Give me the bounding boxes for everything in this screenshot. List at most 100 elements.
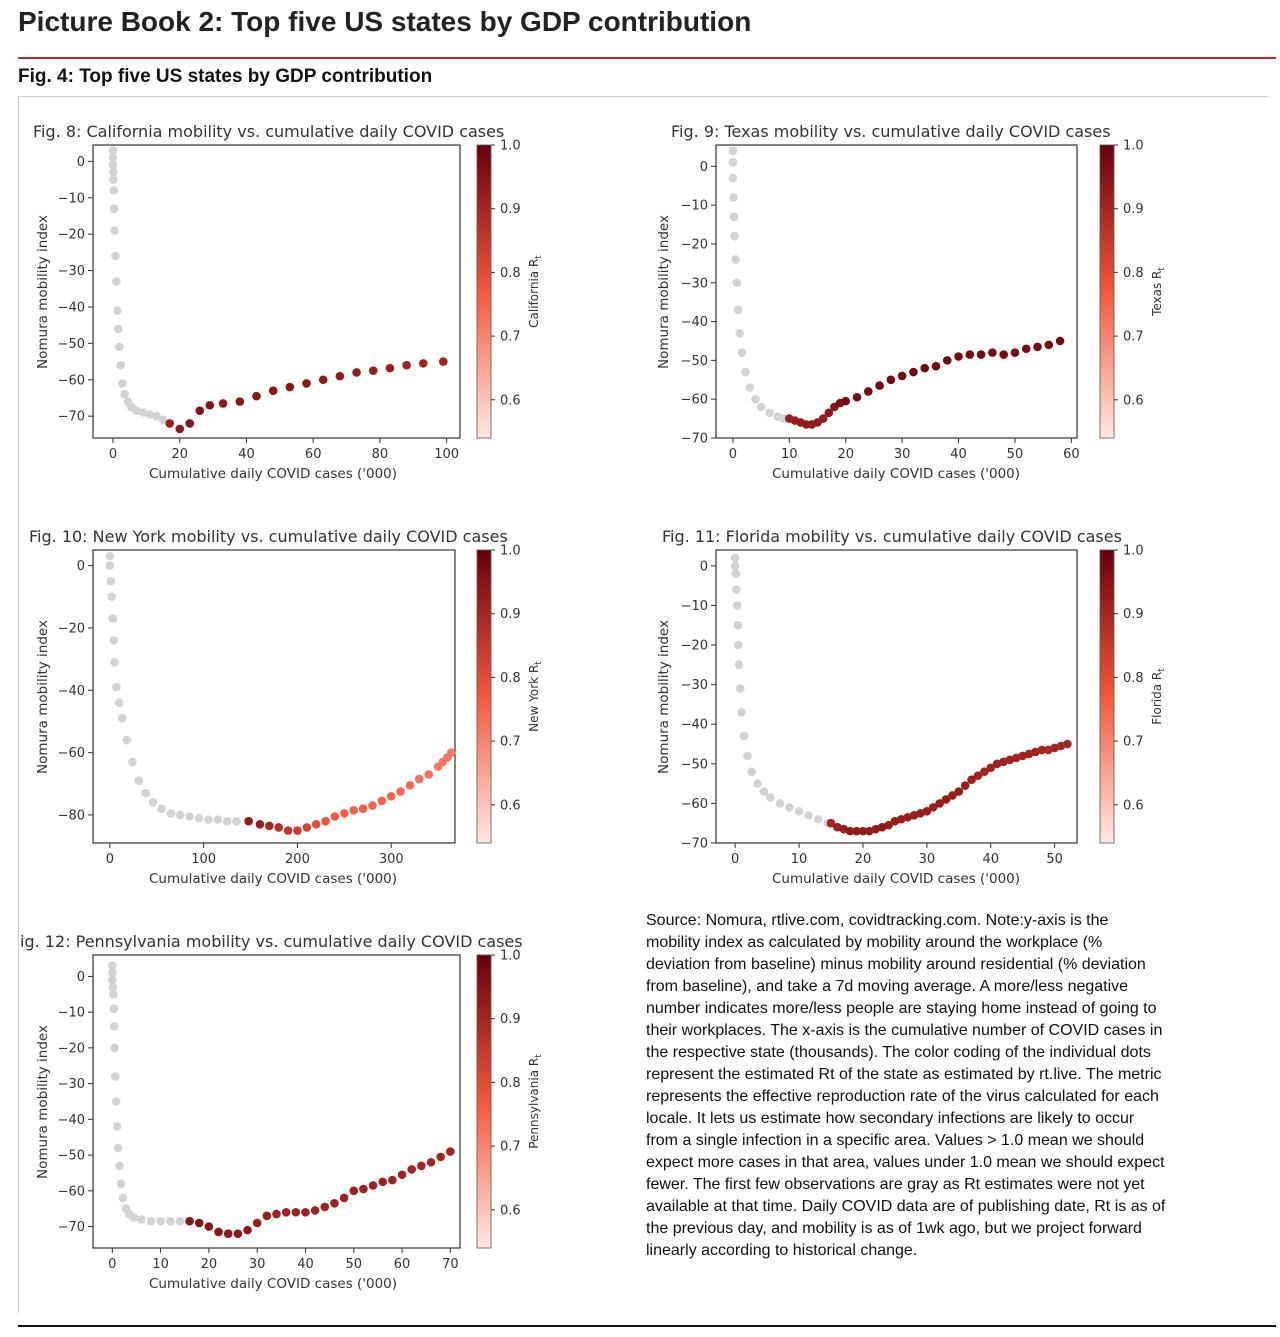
x-tick-label: 0 — [109, 447, 117, 462]
colorbar-tick-label: 0.7 — [500, 735, 521, 750]
data-point — [852, 826, 861, 836]
data-point-gray — [734, 640, 743, 650]
x-tick-label: 20 — [855, 852, 872, 867]
data-point — [845, 826, 855, 836]
chart-title: Fig. 9: Texas mobility vs. cumulative da… — [671, 122, 1111, 141]
data-point-gray — [194, 813, 204, 823]
data-point — [439, 357, 448, 366]
data-point — [405, 781, 415, 790]
data-point — [272, 1209, 281, 1219]
data-point-gray — [734, 660, 744, 670]
data-point-gray — [115, 342, 124, 352]
colorbar-label: Pennsylvania Rt — [527, 1054, 544, 1149]
colorbar-tick-label: 0.9 — [500, 607, 521, 622]
data-point — [293, 826, 302, 835]
data-point-gray — [735, 328, 744, 338]
data-point — [165, 419, 175, 428]
y-tick-label: 0 — [77, 155, 85, 170]
x-tick-label: 80 — [372, 447, 389, 462]
x-tick-label: 0 — [731, 852, 739, 867]
data-point-gray — [732, 278, 742, 288]
colorbar-tick-label: 0.8 — [500, 1076, 521, 1091]
chart-panel-2: Fig. 9: Texas mobility vs. cumulative da… — [656, 122, 1167, 482]
colorbar-label: Florida Rt — [1150, 668, 1167, 725]
y-tick-label: −10 — [58, 1006, 85, 1021]
y-tick-label: −60 — [58, 1184, 85, 1199]
data-point-gray — [813, 814, 823, 824]
chart-title: Fig. 8: California mobility vs. cumulati… — [33, 122, 504, 141]
data-point-gray — [728, 146, 738, 156]
plot-frame — [715, 144, 1078, 439]
data-point — [863, 387, 873, 396]
x-tick-label: 70 — [442, 1257, 459, 1272]
y-tick-label: −20 — [58, 621, 85, 636]
data-point — [301, 1207, 310, 1217]
data-point — [941, 795, 951, 804]
data-point-gray — [751, 394, 760, 404]
title-divider — [18, 57, 1276, 59]
data-point — [999, 350, 1008, 359]
data-point — [268, 386, 278, 395]
data-point — [407, 1165, 417, 1174]
data-point — [852, 392, 862, 402]
x-tick-label: 40 — [982, 852, 999, 867]
source-note: Source: Nomura, rtlive.com, covidtrackin… — [646, 910, 1166, 1262]
x-tick-label: 0 — [729, 447, 737, 462]
data-point — [1033, 342, 1042, 352]
data-point-gray — [111, 251, 120, 261]
data-point — [976, 350, 986, 359]
data-point-gray — [108, 160, 118, 170]
data-point — [378, 1177, 388, 1187]
data-point-gray — [775, 799, 785, 808]
data-point-gray — [213, 815, 223, 824]
colorbar — [476, 144, 492, 439]
data-point-gray — [157, 804, 166, 814]
data-point-gray — [112, 1122, 122, 1131]
data-point — [920, 363, 930, 373]
y-tick-label: 0 — [700, 559, 708, 574]
y-axis-label: Nomura mobility index — [35, 1025, 51, 1179]
y-tick-label: −10 — [681, 599, 708, 614]
x-axis-label: Cumulative daily COVID cases ('000) — [149, 1276, 397, 1292]
y-tick-label: −70 — [681, 837, 708, 852]
data-point — [244, 816, 253, 826]
data-point-gray — [146, 1216, 156, 1226]
data-point-gray — [733, 305, 743, 315]
data-point — [318, 375, 328, 385]
bottom-divider — [18, 1325, 1276, 1327]
data-point — [922, 807, 932, 816]
data-point-gray — [175, 810, 185, 820]
colorbar-tick-label: 0.8 — [1123, 266, 1144, 281]
chart-title: ig. 12: Pennsylvania mobility vs. cumula… — [20, 932, 523, 951]
data-point — [986, 763, 996, 773]
data-point — [281, 1207, 291, 1217]
data-point-gray — [728, 158, 738, 167]
data-point — [931, 361, 941, 371]
chart-panel-1: Fig. 8: California mobility vs. cumulati… — [33, 122, 544, 482]
data-point-gray — [113, 1143, 123, 1153]
data-point — [386, 791, 396, 801]
x-tick-label: 100 — [191, 852, 216, 867]
y-tick-label: −20 — [681, 237, 708, 252]
figure-divider — [18, 96, 1268, 97]
data-point — [419, 359, 428, 368]
data-point-gray — [108, 982, 118, 992]
data-point — [214, 1227, 223, 1237]
data-point-gray — [116, 360, 125, 370]
data-point — [195, 406, 205, 416]
x-tick-label: 40 — [297, 1257, 314, 1272]
data-point-gray — [731, 255, 741, 264]
data-point — [291, 1207, 301, 1217]
data-point — [417, 1161, 426, 1171]
data-point — [818, 414, 828, 423]
data-point-gray — [753, 779, 762, 788]
chart-panel-3: Fig. 10: New York mobility vs. cumulativ… — [29, 527, 544, 887]
colorbar-tick-label: 0.7 — [1123, 330, 1144, 345]
data-point — [385, 363, 395, 373]
data-point-gray — [118, 379, 127, 388]
data-point — [352, 368, 361, 377]
colorbar-tick-label: 0.7 — [1123, 735, 1144, 750]
data-point — [359, 1184, 368, 1194]
colorbar-tick-label: 0.6 — [1123, 798, 1144, 813]
data-point-gray — [110, 657, 119, 667]
